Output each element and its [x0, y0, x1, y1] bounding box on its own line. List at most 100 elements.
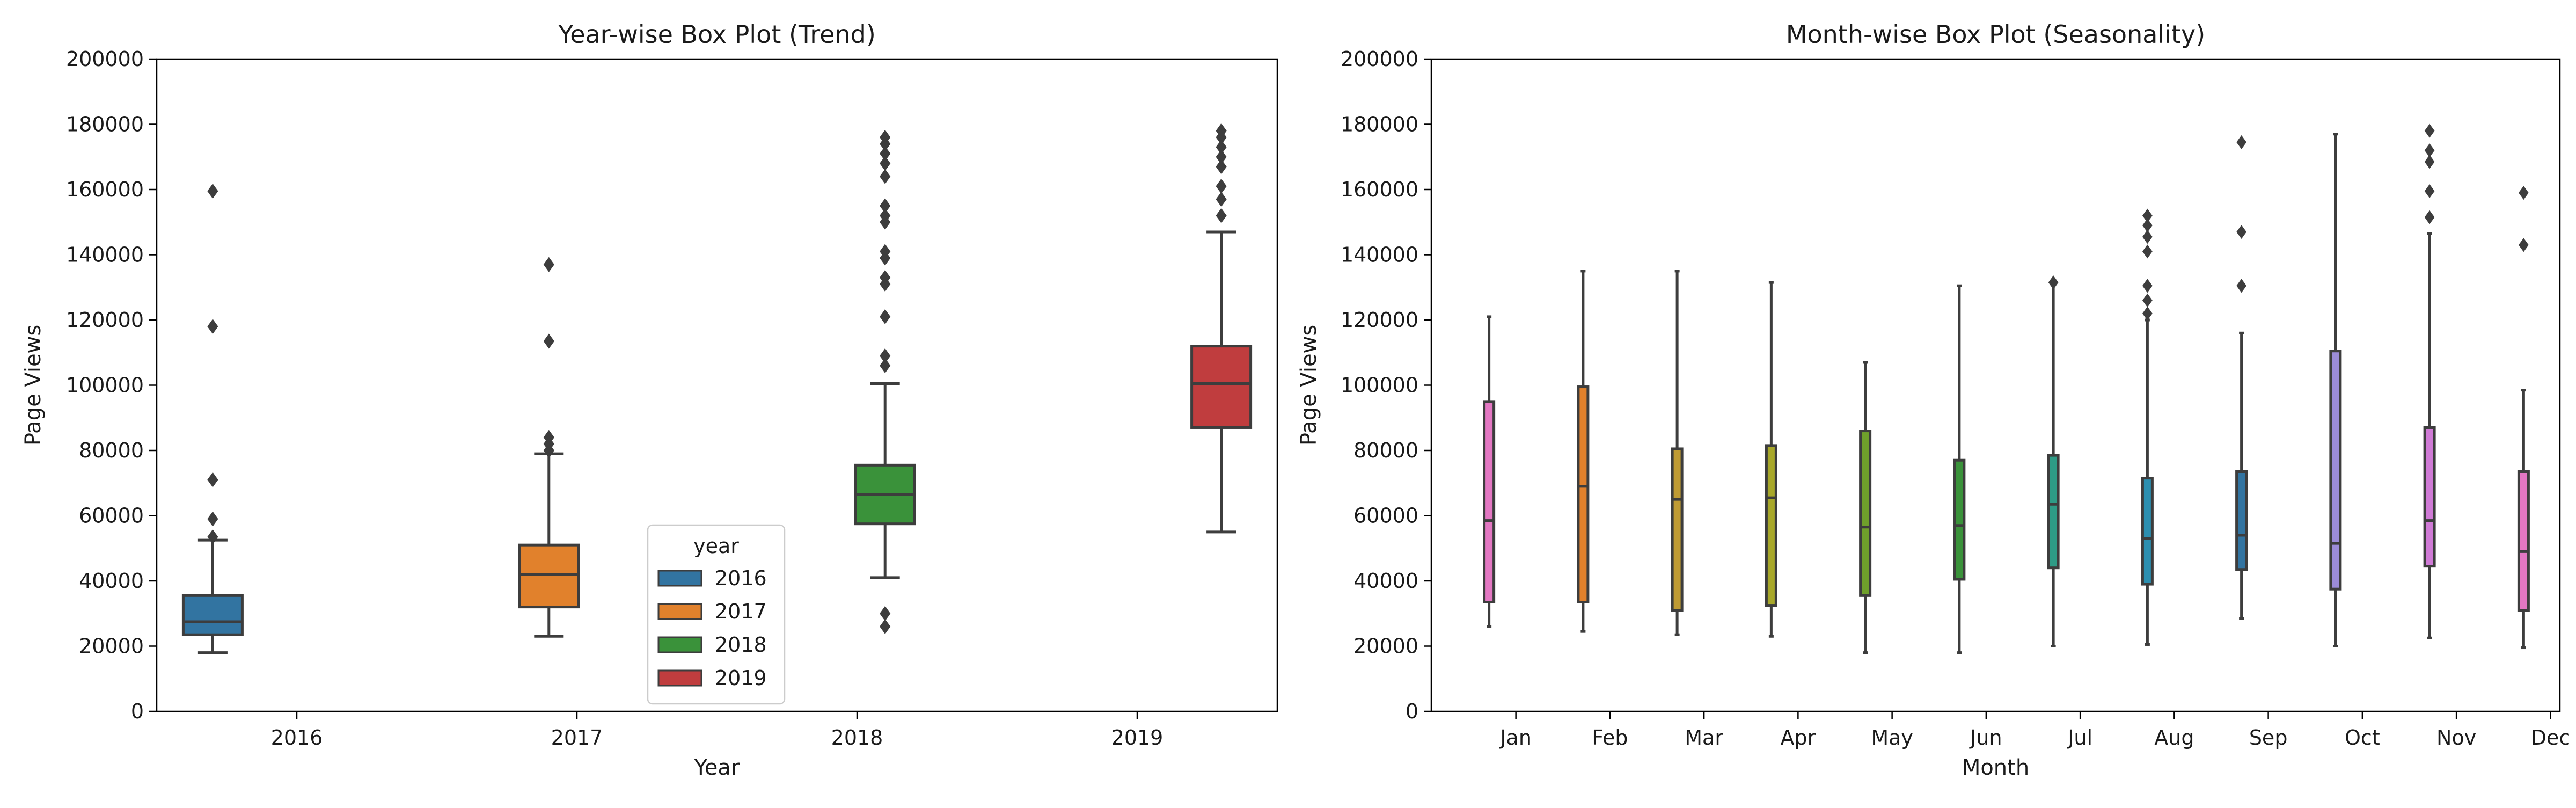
outlier-point: [1216, 123, 1227, 139]
outlier-point: [2424, 155, 2435, 169]
legend-entry: 2019: [715, 666, 767, 690]
x-axis-label: Year: [694, 755, 740, 780]
outlier-point: [2424, 143, 2435, 158]
outlier-point: [2142, 244, 2153, 259]
x-tick-label: Mar: [1685, 726, 1723, 749]
chart-title: Year-wise Box Plot (Trend): [558, 20, 876, 49]
box-iqr: [518, 543, 580, 609]
outlier-point: [1216, 208, 1227, 223]
box-Mar: [1671, 270, 1684, 636]
outlier-point: [880, 348, 891, 363]
y-tick-label: 60000: [79, 504, 144, 528]
x-tick-label: Jul: [2067, 726, 2092, 749]
box-2019: [1190, 123, 1253, 534]
box-Aug: [2141, 208, 2154, 646]
legend-swatch: [657, 570, 702, 587]
legend-entry: 2017: [715, 600, 767, 623]
box-2017: [518, 257, 580, 638]
legend-swatch: [657, 636, 702, 653]
box-iqr: [1671, 447, 1684, 612]
outlier-point: [2236, 135, 2246, 149]
outlier-point: [880, 309, 891, 324]
y-tick-label: 40000: [79, 569, 144, 593]
box-iqr: [2047, 454, 2060, 570]
legend-entry: 2016: [715, 566, 767, 590]
box-Oct: [2329, 133, 2342, 647]
legend-title: year: [693, 534, 739, 558]
legend-entry: 2018: [715, 633, 767, 657]
outlier-point: [2142, 293, 2153, 308]
box-Nov: [2423, 123, 2436, 639]
box-iqr: [1765, 444, 1777, 607]
outlier-point: [880, 129, 891, 145]
x-tick-label: Aug: [2154, 726, 2194, 749]
outlier-point: [880, 198, 891, 214]
y-tick-label: 40000: [1353, 569, 1418, 593]
y-tick-label: 120000: [1341, 308, 1418, 332]
outlier-point: [1216, 140, 1227, 155]
outlier-point: [2424, 184, 2435, 199]
y-tick-label: 60000: [1353, 504, 1418, 528]
y-tick-label: 180000: [66, 113, 144, 136]
x-tick-label: Oct: [2345, 726, 2380, 749]
plot-frame: [1430, 58, 2561, 712]
outlier-point: [1216, 192, 1227, 207]
box-Sep: [2235, 135, 2248, 620]
outlier-point: [880, 244, 891, 259]
outlier-point: [880, 619, 891, 635]
month-wise-box-plot: Month-wise Box Plot (Seasonality) 0 20000 4…: [1297, 20, 2570, 780]
outlier-point: [207, 472, 218, 487]
plot-frame: [156, 58, 1278, 712]
outlier-point: [207, 511, 218, 527]
outlier-point: [2142, 218, 2153, 232]
outlier-point: [880, 169, 891, 184]
box-iqr: [1859, 430, 1872, 597]
outlier-point: [207, 184, 218, 199]
legend-swatch: [657, 603, 702, 620]
box-Jun: [1953, 284, 1966, 654]
y-tick-label: 180000: [1341, 113, 1418, 136]
y-axis-label: Page Views: [21, 325, 46, 446]
box-Feb: [1577, 270, 1590, 633]
y-tick-label: 120000: [66, 308, 144, 332]
x-tick-label: Nov: [2436, 726, 2476, 749]
box-iqr: [1577, 385, 1590, 603]
outlier-point: [2424, 210, 2435, 224]
y-tick-label: 140000: [1341, 243, 1418, 267]
box-iqr: [2329, 350, 2342, 591]
x-tick-label: Dec: [2531, 726, 2571, 749]
outlier-point: [1216, 178, 1227, 194]
box-2018: [854, 129, 916, 635]
y-tick-label: 160000: [66, 178, 144, 201]
box-iqr: [2235, 470, 2248, 571]
x-axis-label: Month: [1962, 755, 2029, 780]
box-iqr: [1953, 458, 1966, 581]
y-tick-label: 80000: [79, 439, 144, 462]
x-tick-label: 2017: [551, 726, 603, 749]
x-tick-label: Feb: [1592, 726, 1628, 749]
x-tick-label: Jan: [1499, 726, 1532, 749]
x-tick-label: Apr: [1781, 726, 1816, 749]
chart-title: Month-wise Box Plot (Seasonality): [1786, 20, 2205, 49]
box-iqr: [2517, 470, 2530, 612]
outlier-point: [1216, 149, 1227, 165]
box-iqr: [1190, 345, 1253, 429]
box-Jul: [2047, 275, 2060, 647]
x-tick-label: 2019: [1111, 726, 1163, 749]
box-Dec: [2517, 186, 2530, 650]
outlier-point: [1216, 159, 1227, 174]
y-tick-label: 100000: [1341, 374, 1418, 397]
outlier-point: [2142, 279, 2153, 293]
box-iqr: [2423, 426, 2436, 568]
legend: year 2016 2017 2018 2019: [647, 524, 786, 705]
outlier-point: [207, 529, 218, 544]
x-tick-label: Jun: [1969, 726, 2002, 749]
outlier-point: [543, 430, 554, 445]
outlier-point: [207, 319, 218, 334]
outlier-point: [543, 333, 554, 349]
outlier-point: [2424, 123, 2435, 138]
outlier-point: [2519, 238, 2529, 252]
outlier-point: [2236, 279, 2246, 293]
